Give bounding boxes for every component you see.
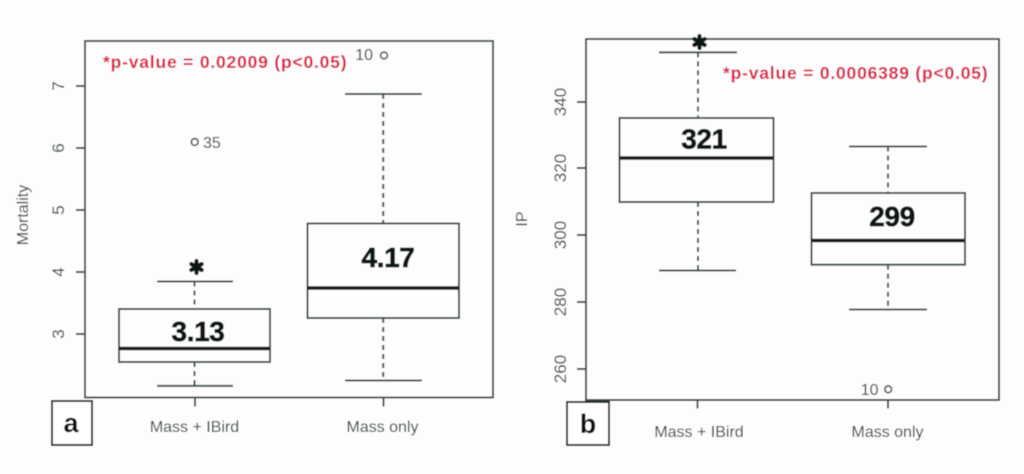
svg-text:b: b xyxy=(580,409,597,439)
svg-text:4.17: 4.17 xyxy=(362,242,415,273)
svg-text:320: 320 xyxy=(551,154,570,182)
svg-text:260: 260 xyxy=(551,355,570,383)
svg-text:Mass only: Mass only xyxy=(346,419,418,436)
svg-text:10: 10 xyxy=(355,47,373,64)
svg-text:*p-value = 0.02009 (p<0.05): *p-value = 0.02009 (p<0.05) xyxy=(103,52,347,72)
svg-text:Mass + IBird: Mass + IBird xyxy=(150,419,239,436)
svg-text:5: 5 xyxy=(49,205,68,214)
svg-text:6: 6 xyxy=(49,143,68,152)
svg-text:321: 321 xyxy=(681,124,727,155)
svg-text:Mass + IBird: Mass + IBird xyxy=(654,424,743,441)
svg-text:3: 3 xyxy=(49,329,68,338)
svg-text:35: 35 xyxy=(203,135,221,152)
svg-text:Mass only: Mass only xyxy=(851,424,923,441)
svg-text:Mortality: Mortality xyxy=(15,185,32,245)
svg-text:3.13: 3.13 xyxy=(172,316,225,347)
svg-text:a: a xyxy=(63,408,79,438)
svg-text:*p-value = 0.0006389 (p<0.05): *p-value = 0.0006389 (p<0.05) xyxy=(723,63,988,83)
svg-text:7: 7 xyxy=(49,81,68,90)
svg-text:4: 4 xyxy=(49,267,68,276)
svg-text:10: 10 xyxy=(861,382,879,399)
svg-text:300: 300 xyxy=(551,221,570,249)
svg-text:280: 280 xyxy=(551,288,570,316)
svg-text:IP: IP xyxy=(514,211,531,226)
svg-text:340: 340 xyxy=(551,88,570,116)
svg-text:299: 299 xyxy=(869,201,915,232)
